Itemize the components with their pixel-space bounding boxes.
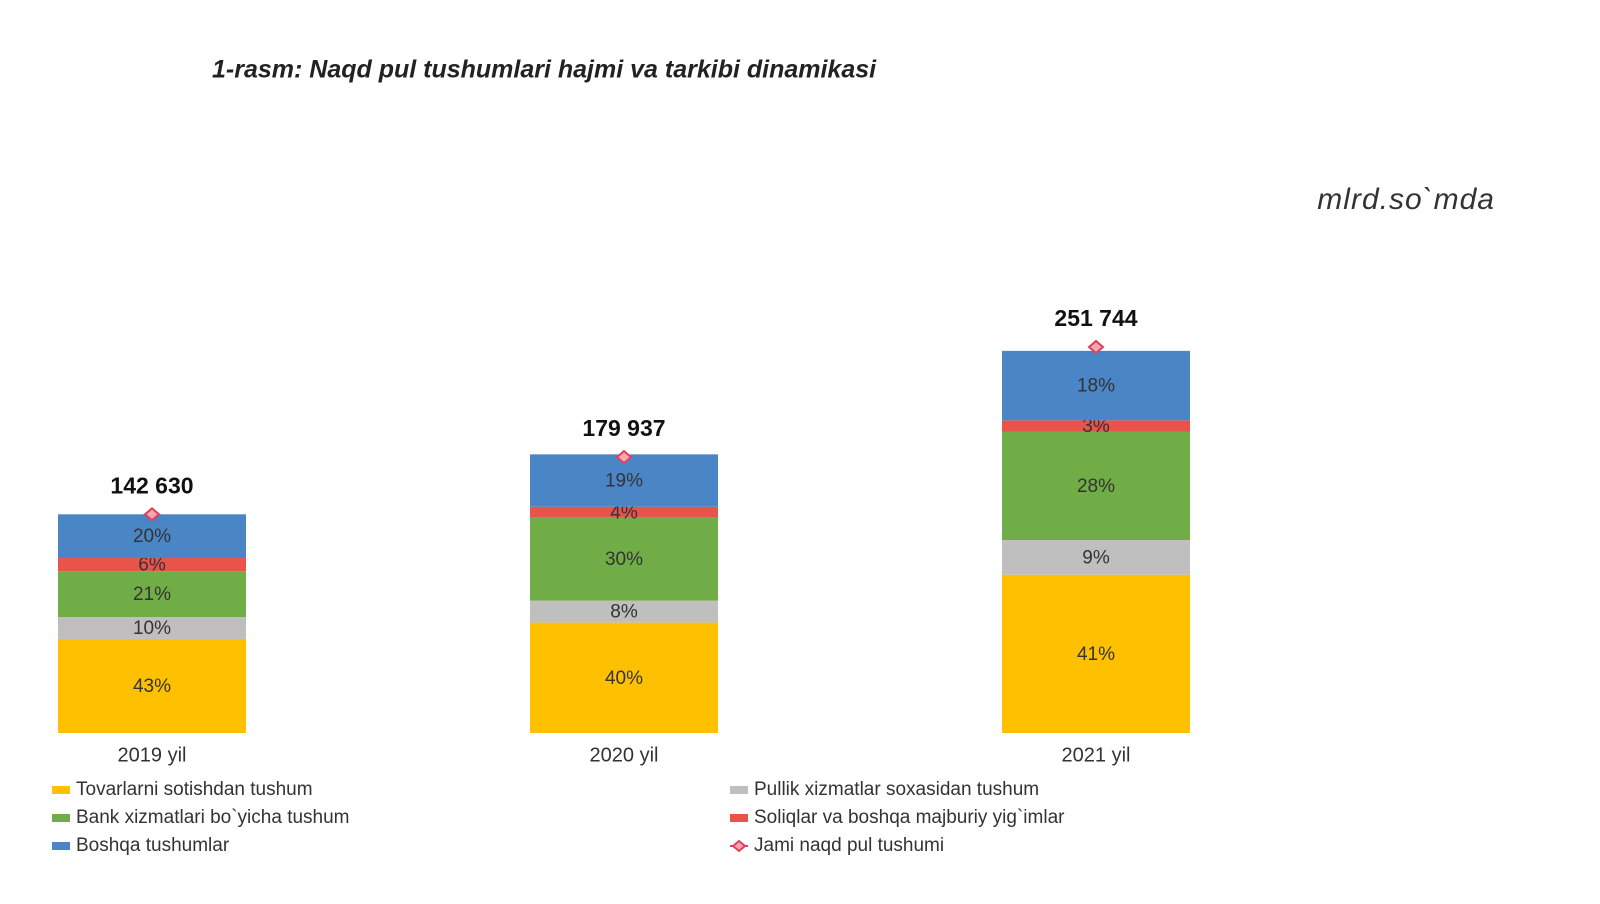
data-label: 30% — [605, 549, 643, 570]
legend-swatch — [730, 814, 748, 822]
bar-segment — [1002, 540, 1190, 575]
data-label: 9% — [1082, 547, 1110, 568]
x-tick-label: 2021 yil — [1062, 744, 1131, 766]
bar-segment — [1002, 574, 1190, 733]
legend-swatch — [731, 839, 747, 853]
data-label: 19% — [605, 471, 643, 492]
legend-label: Tovarlarni sotishdan tushum — [76, 779, 313, 800]
bar-segment — [530, 506, 718, 518]
bar-segment — [1002, 420, 1190, 432]
total-label: 179 937 — [582, 415, 665, 441]
data-label: 43% — [133, 676, 171, 697]
bar-segment — [58, 638, 246, 733]
bar-segment — [530, 517, 718, 601]
legend-swatch — [730, 786, 748, 794]
x-tick-label: 2019 yil — [118, 744, 187, 766]
bar-segment — [530, 600, 718, 623]
total-marker — [143, 506, 161, 522]
bar-segment — [58, 558, 246, 572]
data-label: 20% — [133, 526, 171, 547]
legend-swatch — [52, 786, 70, 794]
total-marker — [1087, 339, 1105, 355]
legend-swatch — [52, 842, 70, 850]
bar-segment — [530, 622, 718, 733]
data-label: 18% — [1077, 376, 1115, 397]
bar-segment — [58, 571, 246, 618]
total-label: 251 744 — [1054, 305, 1137, 331]
data-label: 4% — [610, 502, 638, 523]
data-label: 21% — [133, 584, 171, 605]
legend-label: Boshqa tushumlar — [76, 835, 230, 856]
data-label: 41% — [1077, 644, 1115, 665]
total-label: 142 630 — [110, 472, 193, 498]
bar-segment — [1002, 350, 1190, 421]
total-marker — [615, 449, 633, 465]
data-label: 40% — [605, 668, 643, 689]
bar-segment — [58, 617, 246, 639]
chart-title: 1-rasm: Naqd pul tushumlari hajmi va tar… — [212, 56, 877, 84]
x-tick-label: 2020 yil — [590, 744, 659, 766]
legend-label: Pullik xizmatlar soxasidan tushum — [754, 779, 1039, 800]
bar-segment — [1002, 431, 1190, 540]
legend-swatch — [52, 814, 70, 822]
unit-label: mlrd.so`mda — [1317, 183, 1495, 216]
data-label: 3% — [1082, 416, 1110, 437]
data-label: 8% — [610, 602, 638, 623]
data-label: 10% — [133, 618, 171, 639]
legend-label: Soliqlar va boshqa majburiy yig`imlar — [754, 807, 1065, 828]
legend-label: Jami naqd pul tushumi — [754, 835, 944, 856]
data-label: 28% — [1077, 476, 1115, 497]
data-label: 6% — [138, 555, 166, 576]
legend-label: Bank xizmatlari bo`yicha tushum — [76, 807, 350, 828]
